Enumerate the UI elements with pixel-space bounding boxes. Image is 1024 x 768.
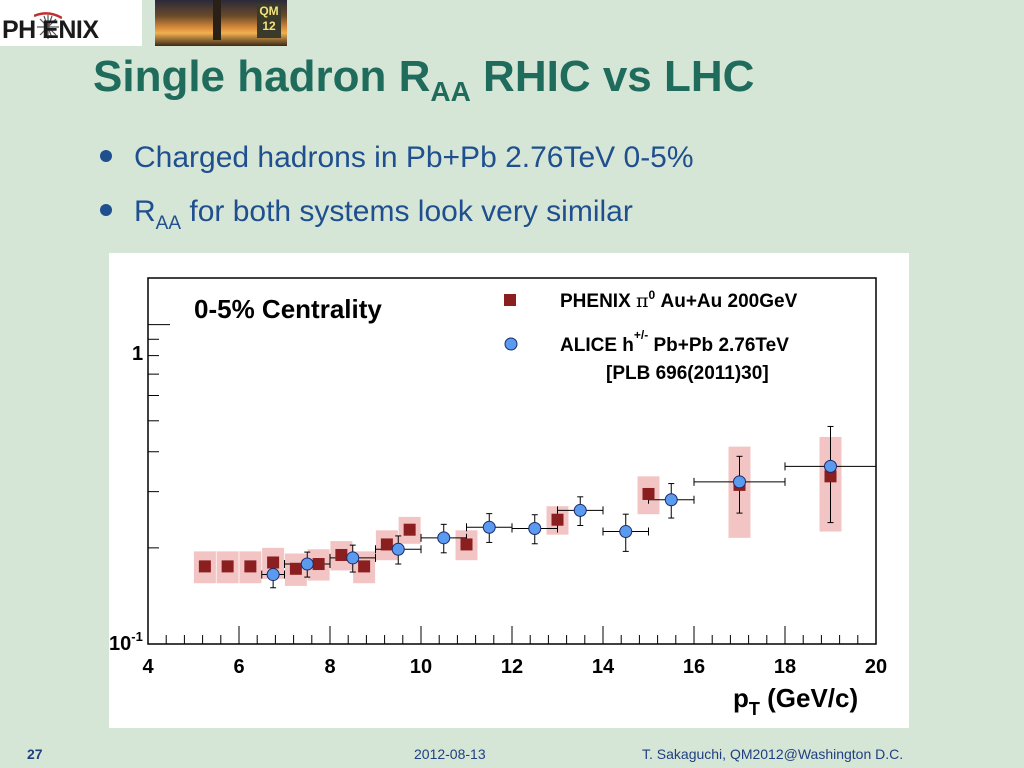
legend-alice-system: Pb+Pb 2.76TeV	[648, 335, 789, 356]
bullet-item: Charged hadrons in Pb+Pb 2.76TeV 0-5%	[100, 138, 694, 192]
y-tick-label-one: 1	[132, 343, 143, 365]
bullet-text: Charged hadrons in Pb+Pb 2.76TeV 0-5%	[134, 141, 694, 174]
phenix-point	[198, 560, 211, 573]
title-main: Single hadron R	[93, 52, 431, 101]
phenix-point	[824, 470, 837, 483]
qm12-badge-line1: QM	[259, 4, 279, 18]
washington-monument-photo: QM 12	[155, 0, 287, 46]
x-axis-label: pT (GeV/c)	[733, 683, 858, 719]
legend-alice-sup: +/-	[634, 328, 648, 342]
phenix-point	[403, 523, 416, 536]
phenix-point	[551, 513, 564, 526]
tick-labels: 4 6 8 10 12 14 16 18 20	[142, 656, 887, 678]
x-axis-label-sub: T	[749, 699, 760, 719]
phenix-point	[312, 558, 325, 571]
bullet-item: RAA for both systems look very similar	[100, 192, 694, 246]
centrality-annotation: 0-5% Centrality	[194, 294, 382, 324]
phenix-point	[460, 538, 473, 551]
title-subscript: AA	[430, 76, 471, 107]
alice-point	[266, 568, 280, 582]
alice-point	[391, 542, 405, 556]
qm12-badge-line2: 12	[262, 19, 276, 33]
bullet-dot-icon	[100, 204, 112, 217]
x-tick-label: 14	[592, 656, 615, 678]
legend-alice-name: ALICE h	[560, 335, 634, 356]
alice-point	[437, 531, 451, 545]
legend-phenix-sup: 0	[649, 288, 656, 302]
footer-credit: T. Sakaguchi, QM2012@Washington D.C.	[642, 746, 904, 762]
monument-silhouette	[213, 0, 221, 40]
star-burst-icon	[34, 12, 62, 39]
alice-point	[346, 551, 360, 565]
legend: PHENIX π0 Au+Au 200GeV ALICE h+/- Pb+Pb …	[504, 288, 798, 384]
x-tick-label: 16	[683, 656, 705, 678]
footer-date: 2012-08-13	[414, 746, 486, 762]
x-tick-label: 10	[410, 656, 432, 678]
alice-point	[573, 503, 587, 517]
data-markers	[198, 459, 837, 582]
y-tick-tenth-base: 10	[109, 633, 131, 655]
legend-alice-label: ALICE h+/- Pb+Pb 2.76TeV	[560, 328, 789, 356]
x-tick-label: 4	[142, 656, 154, 678]
x-tick-label: 6	[233, 656, 244, 678]
slide-title: Single hadron RAA RHIC vs LHC	[93, 52, 754, 108]
bullet-text-rest: for both systems look very similar	[181, 195, 633, 228]
alice-point	[528, 521, 542, 535]
alice-point	[300, 557, 314, 571]
x-tick-label: 20	[865, 656, 887, 678]
x-tick-label: 8	[324, 656, 335, 678]
phenix-point	[380, 538, 393, 551]
x-axis-label-rest: (GeV/c)	[760, 683, 858, 713]
phenix-point	[267, 556, 280, 569]
bullet-dot-icon	[100, 150, 112, 163]
logo-text: PH ENIX	[2, 16, 99, 44]
bullet-list: Charged hadrons in Pb+Pb 2.76TeV 0-5% RA…	[100, 138, 694, 246]
plot-frame	[147, 277, 877, 645]
legend-phenix-system: Au+Au 200GeV	[655, 291, 797, 312]
qm12-badge: QM 12	[257, 4, 281, 38]
legend-phenix-label: PHENIX π0 Au+Au 200GeV	[560, 288, 798, 312]
title-rest: RHIC vs LHC	[470, 52, 755, 101]
x-tick-label: 18	[774, 656, 796, 678]
raa-plot: 4 6 8 10 12 14 16 18 20 0-5% Centrality PHENIX π…	[109, 253, 909, 728]
bullet-text: R	[134, 195, 156, 228]
legend-phenix-pi: π	[636, 290, 649, 312]
phenix-point	[358, 560, 371, 573]
x-tick-label: 12	[501, 656, 523, 678]
phenix-point	[221, 560, 234, 573]
page-number: 27	[27, 746, 43, 762]
alice-point	[664, 493, 678, 507]
legend-alice-reference: [PLB 696(2011)30]	[606, 363, 769, 384]
phenix-logo: PH ENIX	[0, 0, 142, 46]
legend-phenix-marker	[504, 294, 516, 306]
alice-point	[619, 525, 633, 539]
y-tick-tenth-exp: -1	[131, 629, 143, 644]
legend-phenix-name: PHENIX	[560, 291, 636, 312]
axis-ticks	[147, 324, 877, 645]
phenix-point	[642, 487, 655, 500]
alice-point	[733, 475, 746, 489]
phenix-point	[335, 548, 348, 561]
bullet-subscript: AA	[155, 213, 182, 234]
raa-chart: 4 6 8 10 12 14 16 18 20 0-5% Centrality PHENIX π…	[109, 277, 887, 719]
alice-point	[482, 520, 496, 534]
alice-point	[824, 459, 837, 473]
legend-alice-marker	[504, 337, 518, 351]
y-tick-label-tenth: 10-1	[109, 629, 143, 655]
phenix-point	[244, 560, 257, 573]
x-axis-label-main: p	[733, 683, 749, 713]
phenix-point	[289, 562, 302, 575]
